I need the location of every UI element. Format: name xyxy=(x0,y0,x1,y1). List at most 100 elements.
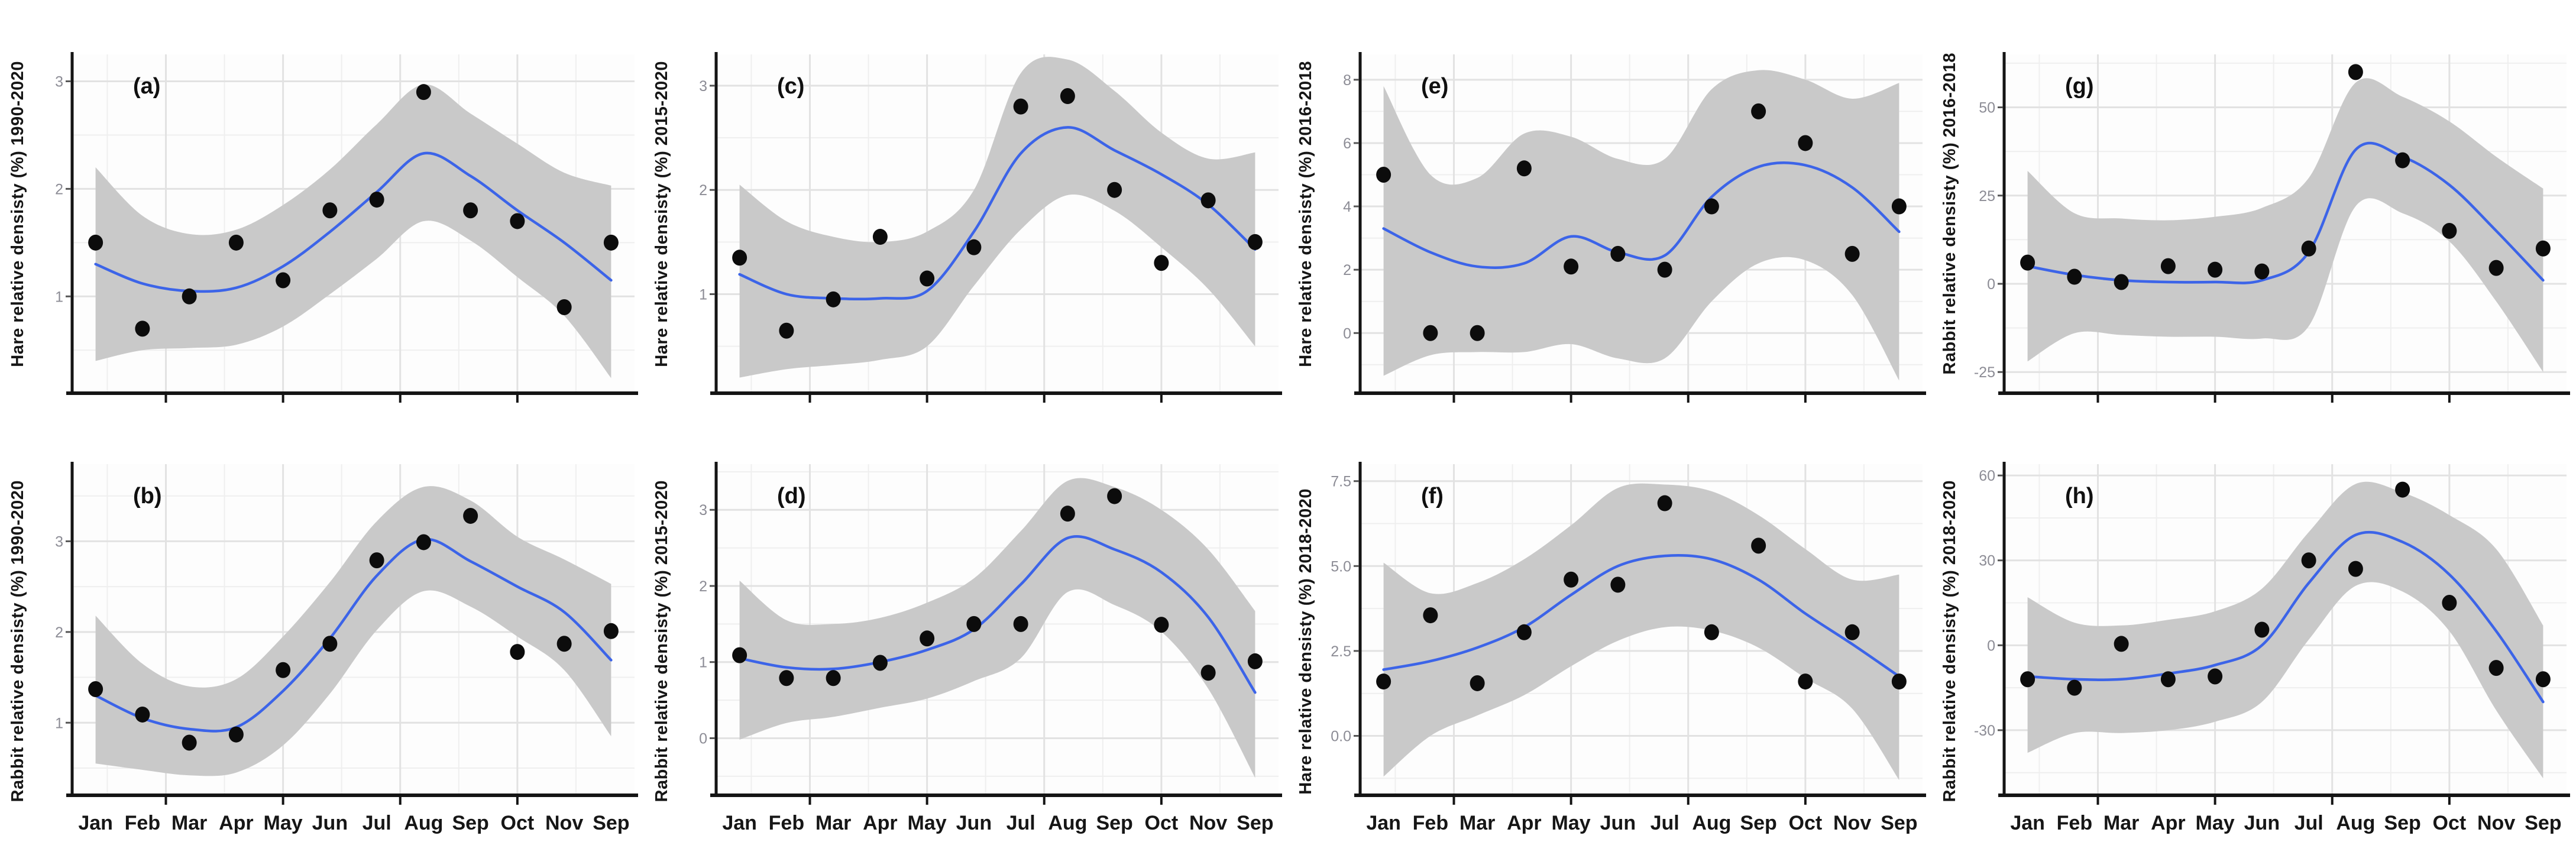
data-point xyxy=(369,192,384,208)
x-month-label: Jan xyxy=(2010,812,2045,834)
data-point xyxy=(2395,481,2410,498)
x-month-label: Jun xyxy=(956,812,992,834)
data-point xyxy=(369,552,384,569)
data-point xyxy=(1154,255,1169,271)
data-point xyxy=(1107,488,1122,504)
data-point xyxy=(2442,222,2457,239)
data-point xyxy=(1470,675,1485,691)
data-point xyxy=(1423,607,1438,624)
data-point xyxy=(1154,617,1169,633)
x-month-label: Oct xyxy=(1145,812,1179,834)
panel-letter: (f) xyxy=(1421,484,1444,509)
x-month-label: Oct xyxy=(2433,812,2467,834)
data-point xyxy=(1844,624,1860,640)
data-point xyxy=(1013,616,1028,632)
plot-area: (c) 1 2 3 xyxy=(679,0,1288,428)
panel-c: Hare relative densisty (%) 2015-2020 (c)… xyxy=(644,0,1288,428)
y-tick-label: 2 xyxy=(55,624,63,641)
data-point xyxy=(872,229,888,245)
scatter-plot-h: -30 0 30 60 Jan Feb Mar Apr May Jun Jul Aug Sep Oct No… xyxy=(1974,462,2570,834)
data-point xyxy=(2020,671,2035,688)
plot-area: (f) 0.0 2.5 5.0 7.5 Jan Feb Mar Apr May Jun Jul Aug… xyxy=(1323,428,1932,855)
x-month-label: Nov xyxy=(1189,812,1227,834)
y-axis-label: Hare relative densisty (%) 1990-2020 xyxy=(8,60,27,367)
data-point xyxy=(1516,160,1532,177)
panel-letter: (b) xyxy=(133,484,162,509)
data-point xyxy=(2442,595,2457,611)
data-point xyxy=(322,202,338,219)
data-point xyxy=(228,726,244,743)
confidence-ribbon xyxy=(2027,78,2543,373)
scatter-plot-c: 1 2 3 xyxy=(699,52,1282,403)
data-point xyxy=(1516,624,1532,640)
x-month-label: Oct xyxy=(1789,812,1823,834)
data-point xyxy=(1798,673,1813,690)
y-tick-label: 7.5 xyxy=(1331,474,1351,490)
data-point xyxy=(2254,263,2270,280)
data-point xyxy=(2301,552,2316,569)
y-axis-label-strip: Hare relative densisty (%) 2015-2020 xyxy=(644,0,679,428)
data-point xyxy=(1610,577,1626,593)
panel-h: Rabbit relative densisty (%) 2018-2020 (… xyxy=(1932,428,2576,855)
y-axis-label: Rabbit relative densisty (%) 2016-2018 xyxy=(1940,53,1959,375)
scatter-plot-e: 0 2 4 6 8 xyxy=(1343,52,1926,403)
y-tick-label: 0.0 xyxy=(1331,728,1351,744)
panel-letter: (a) xyxy=(133,74,161,99)
data-point xyxy=(1247,653,1263,669)
x-month-label: Sep xyxy=(593,812,629,834)
data-point xyxy=(135,320,150,337)
x-month-label: Apr xyxy=(863,812,898,834)
x-month-label: Jan xyxy=(722,812,757,834)
y-tick-label: 8 xyxy=(1343,72,1351,89)
x-month-label: Feb xyxy=(769,812,804,834)
data-point xyxy=(182,288,197,305)
data-point xyxy=(1107,182,1122,198)
data-point xyxy=(779,322,794,339)
x-month-label: Mar xyxy=(171,812,207,834)
y-tick-label: 3 xyxy=(699,502,707,519)
x-month-label: Jul xyxy=(1007,812,1035,834)
data-point xyxy=(779,670,794,686)
y-axis-label-strip: Rabbit relative densisty (%) 1990-2020 xyxy=(0,428,35,855)
x-month-label: Sep xyxy=(1740,812,1776,834)
scatter-plot-f: 0.0 2.5 5.0 7.5 Jan Feb Mar Apr May Jun Jul Aug Sep O… xyxy=(1331,462,1926,834)
data-point xyxy=(1751,103,1766,119)
x-month-label: Sep xyxy=(1096,812,1132,834)
y-axis-label-strip: Hare relative densisty (%) 1990-2020 xyxy=(0,0,35,428)
data-point xyxy=(1751,537,1766,554)
y-tick-label: 3 xyxy=(55,533,63,550)
y-axis-label: Hare relative densisty (%) 2016-2018 xyxy=(1296,60,1315,367)
data-point xyxy=(2208,261,2223,278)
x-month-label: Nov xyxy=(545,812,583,834)
data-point xyxy=(510,213,525,229)
x-month-label: May xyxy=(2196,812,2235,834)
y-tick-label: -30 xyxy=(1974,723,1995,739)
x-month-label: Jul xyxy=(1651,812,1679,834)
data-point xyxy=(2488,260,2504,276)
x-month-label: Sep xyxy=(1237,812,1273,834)
data-point xyxy=(826,670,841,686)
y-tick-label: 1 xyxy=(699,655,707,671)
y-tick-label: 1 xyxy=(55,715,63,731)
data-point xyxy=(2535,671,2551,688)
y-axis-label: Hare relative densisty (%) 2015-2020 xyxy=(652,60,671,367)
x-month-label: Jul xyxy=(2295,812,2323,834)
data-point xyxy=(1657,495,1672,511)
confidence-ribbon xyxy=(1383,483,1899,780)
data-point xyxy=(1470,325,1485,341)
y-tick-label: 2 xyxy=(699,578,707,595)
x-month-label: Aug xyxy=(2336,812,2375,834)
x-month-label: May xyxy=(1552,812,1591,834)
y-tick-label: 2 xyxy=(1343,262,1351,278)
data-point xyxy=(463,202,478,219)
panel-letter: (h) xyxy=(2065,484,2094,509)
y-tick-label: 5.0 xyxy=(1331,558,1351,575)
y-tick-label: 0 xyxy=(1987,276,1995,293)
x-month-label: Jun xyxy=(2244,812,2280,834)
scatter-plot-g: -25 0 25 50 xyxy=(1974,52,2570,403)
data-point xyxy=(2488,660,2504,676)
data-point xyxy=(182,734,197,751)
y-tick-label: -25 xyxy=(1974,364,1995,381)
panel-letter: (e) xyxy=(1421,74,1449,99)
data-point xyxy=(966,616,982,632)
